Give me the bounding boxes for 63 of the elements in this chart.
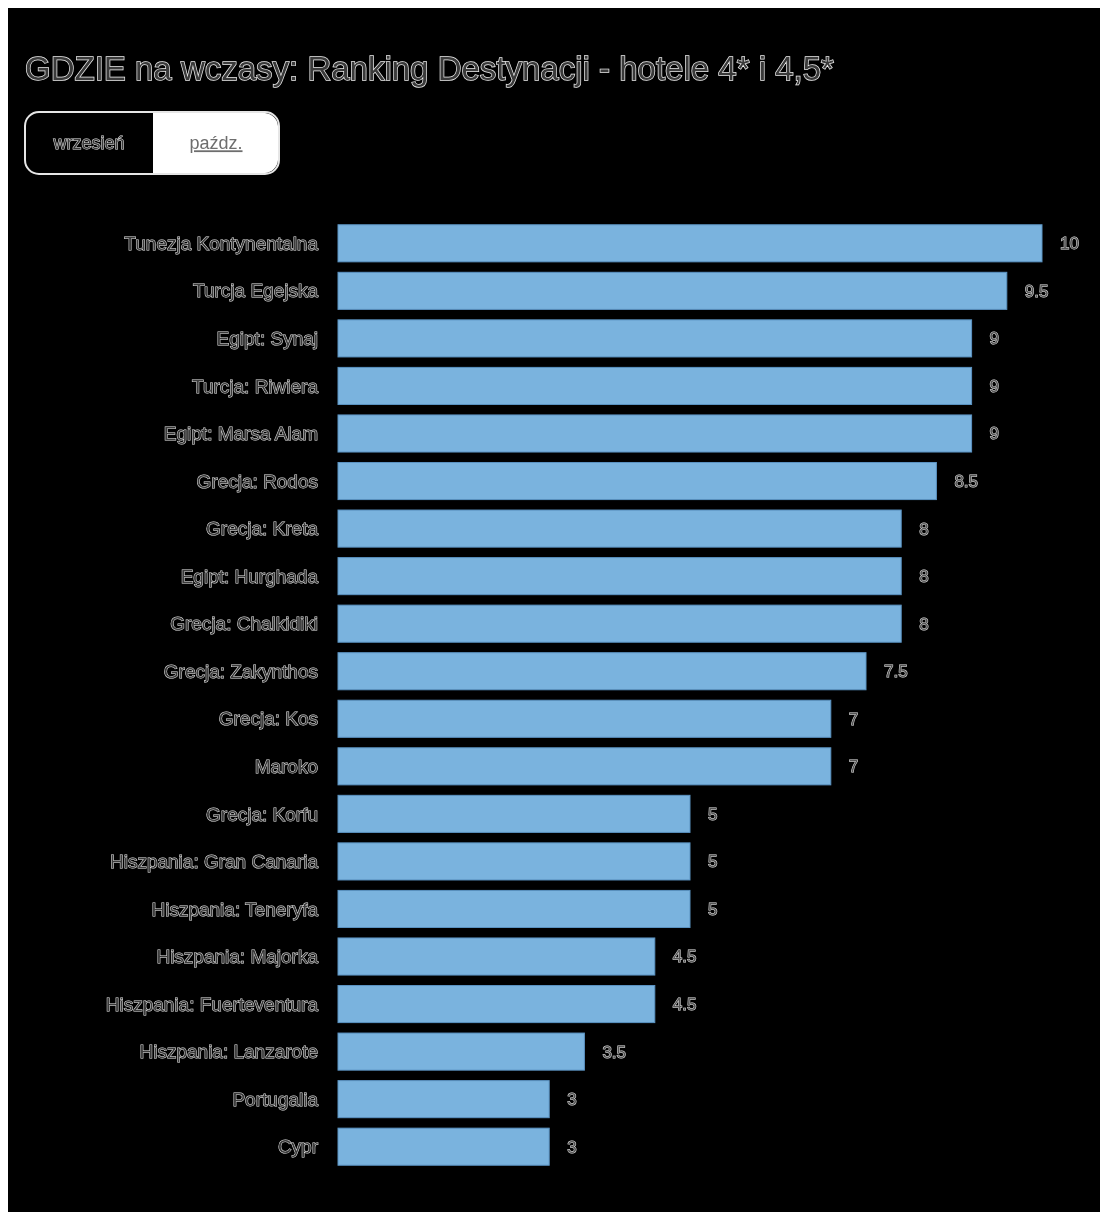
data-label: 5: [708, 804, 718, 824]
data-label: 8.5: [954, 471, 979, 491]
bar: [337, 604, 902, 643]
y-tick-label: Maroko: [254, 755, 318, 777]
y-tick-label: Grecja: Kos: [218, 708, 318, 730]
data-label: 3: [567, 1090, 577, 1110]
bar: [337, 1080, 550, 1119]
bar: [337, 1032, 585, 1071]
data-label: 8: [919, 519, 929, 539]
bar: [337, 889, 691, 929]
bar: [337, 652, 867, 691]
data-label: 9: [989, 329, 1000, 349]
data-label: 3: [567, 1137, 577, 1157]
y-tick-label: Grecja: Chalkidiki: [170, 613, 318, 635]
y-tick-label: Cypr: [277, 1136, 319, 1158]
bar: [337, 937, 656, 976]
bar: [337, 747, 832, 786]
bar: [337, 509, 902, 548]
y-tick-label: Egipt: Marsa Alam: [163, 423, 318, 445]
data-label: 10: [1060, 234, 1079, 254]
bar: [337, 699, 832, 738]
bar: [337, 366, 973, 405]
bar: [337, 319, 973, 358]
data-label: 8: [919, 614, 929, 634]
y-tick-label: Hiszpania: Lanzarote: [139, 1041, 318, 1063]
data-label: 7: [848, 709, 859, 729]
data-label: 9: [989, 424, 1000, 444]
text: wrzesień: [52, 133, 125, 154]
y-tick-label: Egipt: Synaj: [216, 328, 318, 350]
y-tick-label: Grecja: Kreta: [206, 518, 319, 540]
y-tick-label: Hiszpania: Teneryfa: [151, 898, 319, 920]
text: paźdz.: [189, 133, 243, 154]
bar: [337, 414, 973, 453]
y-tick-label: Hiszpania: Fuerteventura: [105, 993, 319, 1015]
bar: [337, 794, 691, 833]
y-tick-label: Turcja: Riwiera: [192, 375, 319, 397]
y-tick-label: Portugalia: [232, 1088, 319, 1110]
y-tick-label: Egipt: Hurghada: [180, 565, 319, 587]
data-label: 4.5: [672, 995, 697, 1015]
data-label: 9: [989, 376, 1000, 396]
data-label: 3.5: [602, 1042, 627, 1062]
data-label: 7.5: [884, 662, 908, 682]
bar: [337, 1127, 550, 1166]
data-label: 9.5: [1024, 281, 1049, 301]
chart-title: GDZIE na wczasy: Ranking Destynacji - hotele 4* i 4,5*: [25, 50, 835, 87]
y-tick-label: Grecja: Zakynthos: [163, 660, 318, 682]
bar: [337, 842, 691, 881]
y-tick-label: Tunezja Kontynentalna: [124, 232, 319, 254]
bar: [337, 557, 902, 596]
data-label: 7: [848, 757, 859, 777]
bar: [337, 271, 1008, 310]
bar: [337, 461, 937, 501]
bar: [337, 985, 656, 1024]
y-tick-label: Hiszpania: Majorka: [156, 946, 319, 968]
data-label: 8: [919, 567, 929, 587]
data-label: 5: [708, 852, 718, 872]
y-tick-label: Grecja: Rodos: [196, 470, 318, 492]
bar: [337, 224, 1043, 263]
y-tick-label: Hiszpania: Gran Canaria: [109, 851, 319, 873]
y-tick-label: Turcja Egejska: [193, 280, 319, 302]
data-label: 4.5: [672, 947, 697, 967]
data-label: 5: [708, 899, 718, 919]
y-tick-label: Grecja: Korfu: [206, 803, 318, 825]
